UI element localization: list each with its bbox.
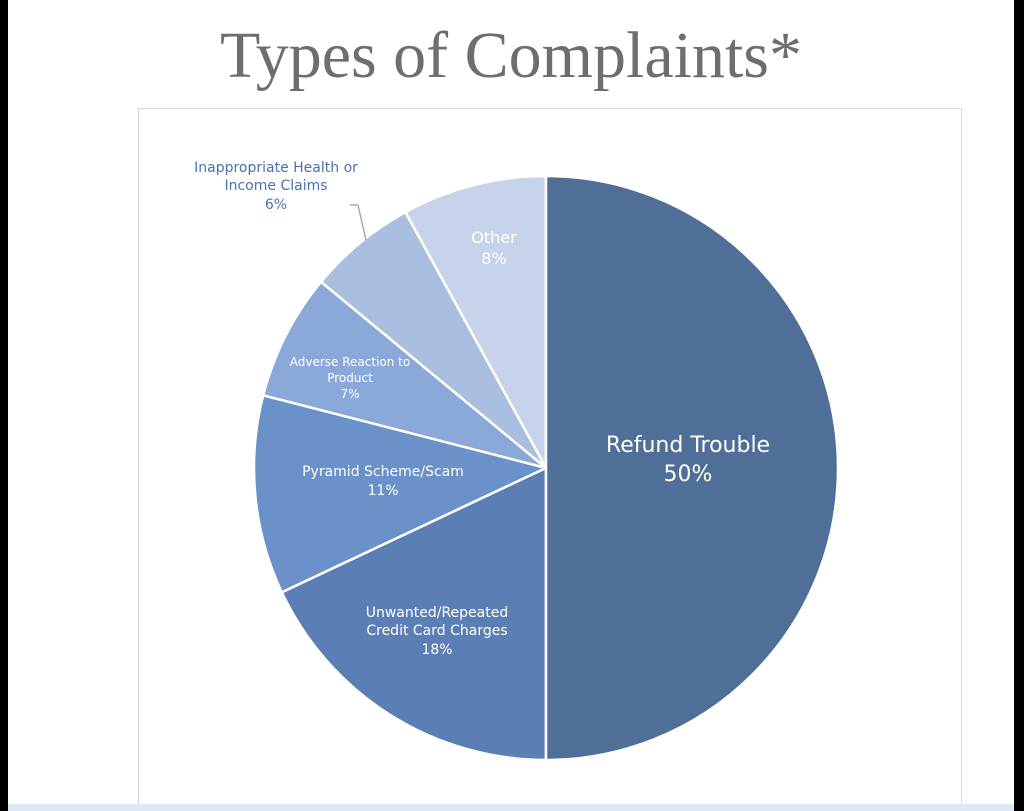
slice-label: Refund Trouble 50% <box>578 431 798 490</box>
category-label: Unwanted/Repeated Credit Card Charges <box>365 604 509 640</box>
slice-label: Adverse Reaction to Product 7% <box>283 354 418 403</box>
value-label: 11% <box>367 482 399 499</box>
pie-chart <box>252 174 840 762</box>
category-label: Inappropriate Health or Income Claims <box>194 159 358 195</box>
chart-title: Types of Complaints* <box>219 19 802 92</box>
pie-slice <box>544 174 840 762</box>
slice-label: Inappropriate Health or Income Claims 6% <box>194 159 359 216</box>
leader-line <box>357 204 367 241</box>
category-label: Other <box>471 227 517 247</box>
slice-label: Other 8% <box>454 227 534 270</box>
slide: Types of Complaints* Refund Trouble 50% Un… <box>8 0 1014 811</box>
footer-strip <box>8 804 1014 811</box>
pie-slice <box>280 466 548 762</box>
pie-slice <box>403 174 548 469</box>
pie-slice <box>261 280 547 470</box>
value-label: 8% <box>481 249 507 269</box>
pie-slice <box>252 393 550 594</box>
slice-label: Pyramid Scheme/Scam 11% <box>293 463 473 501</box>
value-label: 50% <box>663 462 713 488</box>
category-label: Adverse Reaction to Product <box>289 354 411 385</box>
chart-frame <box>138 108 962 811</box>
value-label: 6% <box>264 197 288 214</box>
value-label: 18% <box>421 642 453 659</box>
value-label: 7% <box>340 386 360 401</box>
category-label: Pyramid Scheme/Scam <box>302 464 464 480</box>
slice-label: Unwanted/Repeated Credit Card Charges 18% <box>347 604 527 661</box>
category-label: Refund Trouble <box>605 432 771 458</box>
